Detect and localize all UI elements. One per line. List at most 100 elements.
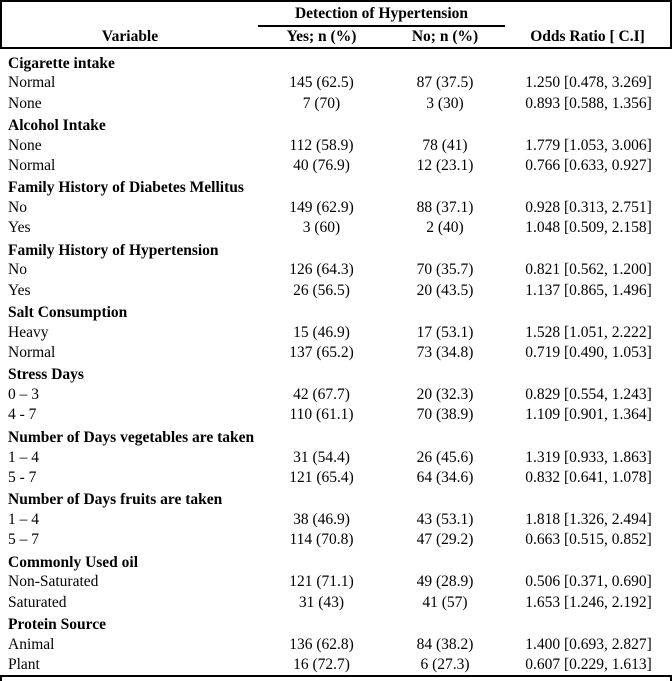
table-row: None 7 (70) 3 (30) 0.893 [0.588, 1.356] bbox=[0, 93, 672, 113]
yes-count-cell: 114 (70.8) bbox=[289, 531, 354, 549]
yes-count-cell: 110 (61.1) bbox=[289, 406, 354, 424]
no-count-cell: 41 (57) bbox=[422, 593, 468, 611]
no-count-cell: 12 (23.1) bbox=[416, 156, 474, 174]
yes-count-cell: 16 (72.7) bbox=[293, 655, 350, 673]
no-count-cell: 20 (43.5) bbox=[416, 281, 474, 299]
table-row: 0 – 3 42 (67.7) 20 (32.3) 0.829 [0.554, 1.2… bbox=[0, 385, 672, 405]
table-row: None 112 (58.9) 78 (41) 1.779 [1.053, 3.006… bbox=[0, 135, 672, 155]
table-row: 5 - 7 121 (65.4) 64 (34.6) 0.832 [0.641, 1.… bbox=[0, 467, 672, 487]
table-row: Normal 40 (76.9) 12 (23.1) 0.766 [0.633, 0.… bbox=[0, 156, 672, 176]
no-count-cell: 6 (27.3) bbox=[420, 655, 470, 673]
group-label-cell: Commonly Used oil bbox=[8, 553, 139, 571]
yes-count-cell: 121 (71.1) bbox=[289, 573, 354, 591]
no-count-cell: 20 (32.3) bbox=[416, 386, 474, 404]
yes-count-cell: 40 (76.9) bbox=[293, 156, 350, 174]
no-count-cell: 84 (38.2) bbox=[416, 635, 474, 653]
no-count-cell: 64 (34.6) bbox=[416, 468, 474, 486]
group-label-cell: Stress Days bbox=[8, 366, 84, 384]
variable-cell: 5 - 7 bbox=[8, 468, 37, 486]
no-count-cell: 88 (37.1) bbox=[416, 199, 474, 217]
odds-ratio-cell: 1.779 [1.053, 3.006] bbox=[525, 136, 652, 154]
variable-cell: None bbox=[8, 94, 42, 112]
table-row: No 126 (64.3) 70 (35.7) 0.821 [0.562, 1.200… bbox=[0, 260, 672, 280]
yes-count-cell: 112 (58.9) bbox=[289, 136, 354, 154]
no-count-cell: 49 (28.9) bbox=[416, 573, 474, 591]
table-body: Cigarette intake Normal 145 (62.5) 87 (37.5… bbox=[0, 49, 672, 675]
no-count-cell: 43 (53.1) bbox=[416, 510, 474, 528]
table-row: 1 – 4 31 (54.4) 26 (45.6) 1.319 [0.933, 1.8… bbox=[0, 447, 672, 467]
group-row: Salt Consumption bbox=[0, 301, 672, 323]
group-label-cell: Family History of Hypertension bbox=[8, 241, 219, 259]
group-row: Family History of Diabetes Mellitus bbox=[0, 176, 672, 198]
odds-ratio-cell: 0.829 [0.554, 1.243] bbox=[525, 386, 652, 404]
variable-cell: 1 – 4 bbox=[8, 510, 39, 528]
table-row: No 149 (62.9) 88 (37.1) 0.928 [0.313, 2.751… bbox=[0, 198, 672, 218]
group-label-cell: Number of Days fruits are taken bbox=[8, 491, 223, 509]
odds-ratio-cell: 0.719 [0.490, 1.053] bbox=[525, 344, 652, 362]
odds-ratio-cell: 0.607 [0.229, 1.613] bbox=[525, 655, 652, 673]
column-header-yes-n-percent: Yes; n (%) bbox=[286, 28, 357, 46]
variable-cell: None bbox=[8, 136, 42, 154]
odds-ratio-cell: 1.528 [1.051, 2.222] bbox=[525, 323, 652, 341]
detection-of-hypertension-span-header: Detection of Hypertension bbox=[258, 2, 505, 27]
group-label-cell: Family History of Diabetes Mellitus bbox=[8, 179, 244, 197]
group-row: Commonly Used oil bbox=[0, 550, 672, 572]
yes-count-cell: 137 (65.2) bbox=[289, 344, 354, 362]
table-row: 5 – 7 114 (70.8) 47 (29.2) 0.663 [0.515, 0.… bbox=[0, 530, 672, 550]
odds-ratio-cell: 0.928 [0.313, 2.751] bbox=[525, 199, 652, 217]
yes-count-cell: 121 (65.4) bbox=[289, 468, 354, 486]
variable-cell: 0 – 3 bbox=[8, 386, 39, 404]
yes-count-cell: 7 (70) bbox=[302, 94, 341, 112]
table-row: Yes 3 (60) 2 (40) 1.048 [0.509, 2.158] bbox=[0, 218, 672, 238]
odds-ratio-cell: 1.818 [1.326, 2.494] bbox=[525, 510, 652, 528]
yes-count-cell: 136 (62.8) bbox=[289, 635, 354, 653]
variable-cell: Normal bbox=[8, 74, 56, 92]
no-count-cell: 73 (34.8) bbox=[416, 344, 474, 362]
odds-ratio-cell: 1.250 [0.478, 3.269] bbox=[525, 74, 652, 92]
odds-ratio-cell: 0.766 [0.633, 0.927] bbox=[525, 156, 652, 174]
variable-cell: 4 - 7 bbox=[8, 406, 37, 424]
yes-count-cell: 31 (43) bbox=[298, 593, 345, 611]
odds-ratio-cell: 1.109 [0.901, 1.364] bbox=[525, 406, 652, 424]
column-header-odds-ratio: Odds Ratio [ C.I] bbox=[530, 28, 645, 46]
no-count-cell: 17 (53.1) bbox=[416, 323, 474, 341]
group-row: Number of Days vegetables are taken bbox=[0, 425, 672, 447]
yes-count-cell: 26 (56.5) bbox=[293, 281, 350, 299]
table-row: 1 – 4 38 (46.9) 43 (53.1) 1.818 [1.326, 2.4… bbox=[0, 510, 672, 530]
table-row: Heavy 15 (46.9) 17 (53.1) 1.528 [1.051, 2.2… bbox=[0, 323, 672, 343]
yes-count-cell: 15 (46.9) bbox=[293, 323, 350, 341]
odds-ratio-cell: 1.048 [0.509, 2.158] bbox=[525, 219, 652, 237]
odds-ratio-cell: 0.821 [0.562, 1.200] bbox=[525, 261, 652, 279]
no-count-cell: 87 (37.5) bbox=[416, 74, 474, 92]
odds-ratio-cell: 1.319 [0.933, 1.863] bbox=[525, 448, 652, 466]
column-header-no-n-percent: No; n (%) bbox=[411, 28, 479, 46]
table-row: Plant 16 (72.7) 6 (27.3) 0.607 [0.229, 1.61… bbox=[0, 655, 672, 675]
variable-cell: Non-Saturated bbox=[8, 573, 99, 591]
group-label-cell: Cigarette intake bbox=[8, 54, 115, 72]
odds-ratio-cell: 1.400 [0.693, 2.827] bbox=[525, 635, 652, 653]
variable-cell: Plant bbox=[8, 655, 40, 673]
no-count-cell: 3 (30) bbox=[426, 94, 464, 112]
yes-count-cell: 126 (64.3) bbox=[289, 261, 354, 279]
table-row: Saturated 31 (43) 41 (57) 1.653 [1.246, 2.1… bbox=[0, 592, 672, 612]
variable-cell: Yes bbox=[8, 219, 31, 237]
table-bottom-rule bbox=[0, 674, 672, 681]
variable-cell: 5 – 7 bbox=[8, 531, 39, 549]
yes-count-cell: 42 (67.7) bbox=[293, 386, 350, 404]
group-row: Number of Days fruits are taken bbox=[0, 488, 672, 510]
yes-count-cell: 149 (62.9) bbox=[289, 199, 354, 217]
odds-ratio-cell: 1.137 [0.865, 1.496] bbox=[525, 281, 652, 299]
odds-ratio-cell: 0.506 [0.371, 0.690] bbox=[525, 573, 652, 591]
group-row: Cigarette intake bbox=[0, 51, 672, 73]
table-row: Normal 137 (65.2) 73 (34.8) 0.719 [0.490, 1… bbox=[0, 343, 672, 363]
variable-cell: Heavy bbox=[8, 323, 49, 341]
variable-cell: 1 – 4 bbox=[8, 448, 39, 466]
no-count-cell: 70 (38.9) bbox=[416, 406, 474, 424]
odds-ratio-cell: 0.663 [0.515, 0.852] bbox=[525, 531, 652, 549]
yes-count-cell: 31 (54.4) bbox=[293, 448, 350, 466]
no-count-cell: 26 (45.6) bbox=[416, 448, 474, 466]
column-header-variable: Variable bbox=[101, 28, 159, 46]
variable-cell: Normal bbox=[8, 344, 56, 362]
no-count-cell: 2 (40) bbox=[426, 219, 464, 237]
yes-count-cell: 3 (60) bbox=[302, 219, 341, 237]
